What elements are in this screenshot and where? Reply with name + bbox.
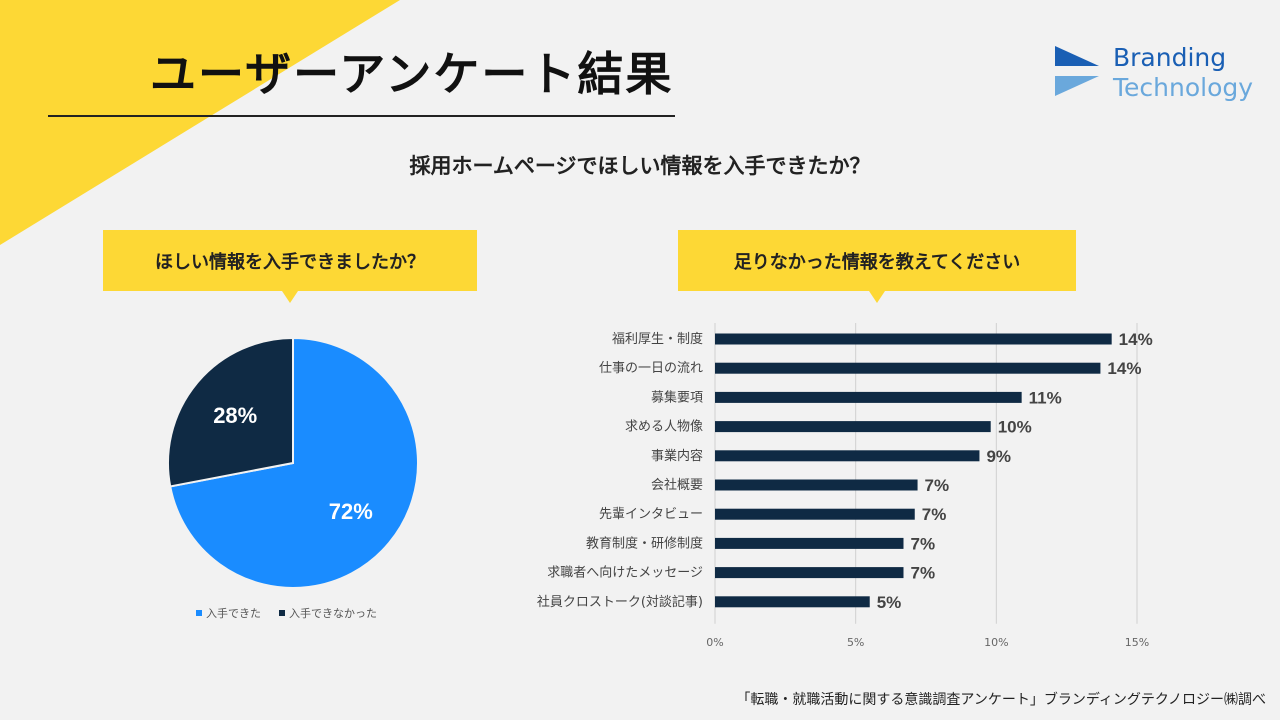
pie-chart-title: ほしい情報を入手できましたか？ [155, 251, 425, 273]
company-logo: Branding Technology [1055, 44, 1255, 104]
x-tick-label: 0% [706, 636, 723, 649]
bar [715, 333, 1112, 345]
legend-item-obtained: 入手できた [196, 605, 261, 621]
category-label: 仕事の一日の流れ [599, 361, 703, 376]
pie-chart-title-bubble: ほしい情報を入手できましたか？ [103, 230, 477, 303]
pie-legend: 入手できた 入手できなかった [196, 605, 377, 621]
x-tick-label: 15% [1125, 636, 1149, 649]
category-label: 求める人物像 [625, 420, 703, 435]
x-tick-label: 5% [847, 636, 864, 649]
data-label: 11% [1029, 388, 1062, 407]
page-title: ユーザーアンケート結果 [150, 47, 674, 101]
category-label: 社員クロストーク(対談記事) [537, 594, 703, 610]
category-label: 事業内容 [651, 448, 703, 464]
pie-slice-obtained [169, 336, 419, 589]
yellow-corner-triangle [0, 0, 400, 245]
bar [715, 421, 991, 433]
bar-chart-title: 足りなかった情報を教えてください [733, 251, 1021, 273]
category-label: 募集要項 [651, 389, 703, 405]
category-label: 先輩インタビュー [599, 507, 703, 522]
data-label: 7% [922, 505, 947, 524]
legend-item-not-obtained: 入手できなかった [279, 605, 377, 621]
logo-mark-icon [1055, 46, 1099, 96]
source-note: 「転職・就職活動に関する意識調査アンケート」ブランディングテクノロジー㈱調べ [736, 692, 1266, 708]
legend-label-obtained: 入手できた [206, 607, 261, 620]
category-label: 教育制度・研修制度 [586, 535, 703, 551]
data-label: 7% [910, 564, 935, 583]
legend-swatch-not-obtained [279, 610, 285, 616]
data-label: 7% [910, 534, 935, 553]
pie-label-not-obtained: 28% [213, 403, 257, 428]
data-label: 14% [1119, 330, 1153, 349]
data-label: 14% [1107, 359, 1141, 378]
bar [715, 567, 904, 579]
bar [715, 450, 980, 462]
bar [715, 391, 1022, 403]
x-tick-label: 10% [984, 636, 1008, 649]
pie-label-obtained: 72% [329, 499, 373, 524]
category-label: 求職者へ向けたメッセージ [547, 565, 703, 581]
survey-question: 採用ホームページでほしい情報を入手できたか？ [409, 154, 871, 178]
category-label: 福利厚生・制度 [612, 331, 703, 347]
data-label: 5% [877, 593, 902, 612]
data-label: 9% [986, 447, 1011, 466]
legend-swatch-obtained [196, 610, 202, 616]
category-label: 会社概要 [651, 477, 703, 493]
pie-chart: 72% 28% [167, 336, 419, 589]
bar-chart-title-bubble: 足りなかった情報を教えてください [678, 230, 1076, 303]
bar [715, 508, 915, 520]
pie-slice-not-obtained [167, 336, 294, 488]
title-underline [48, 115, 675, 117]
data-label: 10% [998, 418, 1032, 437]
bar [715, 479, 918, 491]
bar-chart: 0% 5% 10% 15% 福利厚生・制度 14% 仕事の一日の流れ 14% 募集要項 11% 求め… [537, 323, 1153, 649]
logo-text-line2: Technology [1113, 73, 1254, 102]
logo-text-line1: Branding [1113, 43, 1227, 72]
bar [715, 362, 1101, 374]
bar [715, 537, 904, 549]
data-label: 7% [925, 476, 950, 495]
legend-label-not-obtained: 入手できなかった [289, 607, 377, 620]
bar [715, 596, 870, 608]
